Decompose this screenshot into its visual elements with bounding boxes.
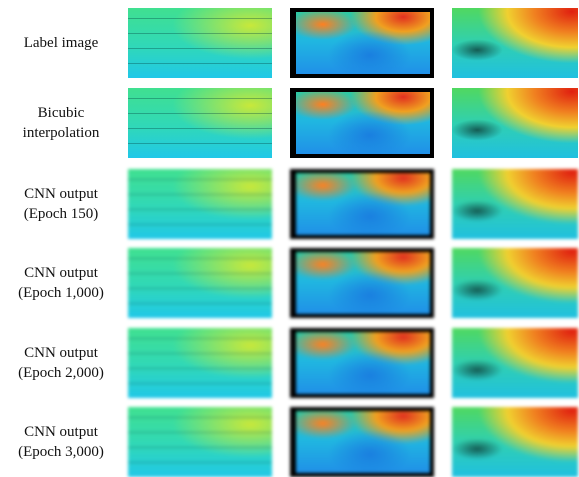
label-line: (Epoch 150) [24,204,99,224]
label-line: interpolation [23,123,100,143]
row-label: CNN output(Epoch 2,000) [0,328,122,398]
row-label: CNN output(Epoch 150) [0,169,122,239]
depth-image [290,248,434,318]
label-line: Bicubic [38,103,85,123]
depth-image [128,88,272,158]
depth-image [452,88,578,158]
row-label: CNN output(Epoch 1,000) [0,248,122,318]
label-line: CNN output [24,263,98,283]
depth-image [290,88,434,158]
depth-image [290,407,434,477]
depth-image [452,8,578,78]
label-line: (Epoch 1,000) [18,283,104,303]
row-label: CNN output(Epoch 3,000) [0,407,122,477]
row-label: Label image [0,8,122,78]
depth-image [290,328,434,398]
label-line: (Epoch 3,000) [18,442,104,462]
label-line: Label image [24,33,99,53]
depth-image [128,8,272,78]
depth-image [290,169,434,239]
depth-image [452,328,578,398]
figure: Label image Bicubicinterpolation CNN outpu… [0,0,579,477]
depth-image [452,407,578,477]
depth-image [128,169,272,239]
depth-image [290,8,434,78]
depth-image [452,248,578,318]
label-line: (Epoch 2,000) [18,363,104,383]
label-line: CNN output [24,184,98,204]
depth-image [452,169,578,239]
depth-image [128,248,272,318]
depth-image [128,407,272,477]
label-line: CNN output [24,343,98,363]
depth-image [128,328,272,398]
label-line: CNN output [24,422,98,442]
